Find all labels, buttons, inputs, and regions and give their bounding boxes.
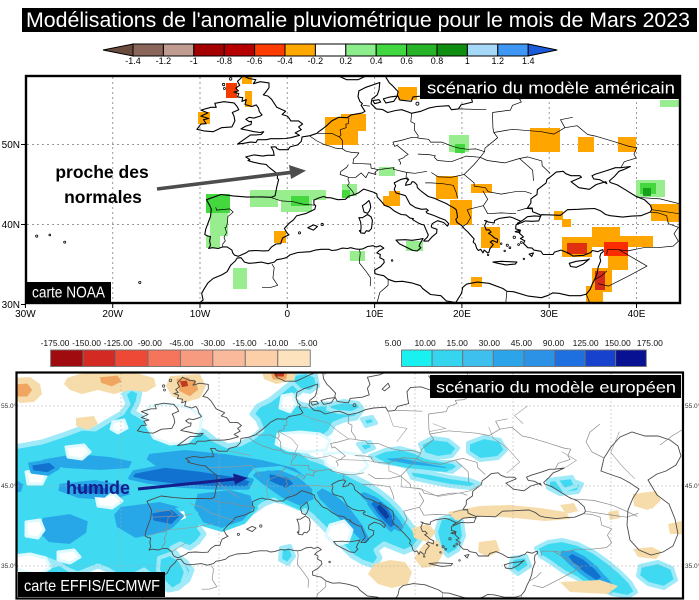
- svg-text:-125.00: -125.00: [104, 338, 133, 348]
- svg-text:-10.00: -10.00: [264, 338, 288, 348]
- svg-text:10W: 10W: [190, 309, 211, 320]
- svg-text:50N: 50N: [2, 140, 20, 151]
- svg-text:40N: 40N: [2, 220, 20, 231]
- svg-text:20E: 20E: [453, 309, 471, 320]
- svg-text:-175.00: -175.00: [41, 338, 70, 348]
- svg-text:-1: -1: [190, 56, 198, 66]
- svg-text:scénario du modèle américain: scénario du modèle américain: [427, 80, 675, 98]
- svg-text:-30.00: -30.00: [201, 338, 225, 348]
- svg-text:45.0°: 45.0°: [685, 482, 699, 490]
- svg-text:10.00: 10.00: [414, 338, 436, 348]
- svg-text:5.00: 5.00: [385, 338, 402, 348]
- svg-text:-1.2: -1.2: [156, 56, 172, 66]
- svg-text:55.0°: 55.0°: [685, 402, 699, 410]
- svg-text:10E: 10E: [366, 309, 384, 320]
- svg-text:40E: 40E: [628, 309, 646, 320]
- svg-text:45.00: 45.00: [511, 338, 533, 348]
- svg-text:0.2: 0.2: [340, 56, 353, 66]
- svg-text:carte NOAA: carte NOAA: [32, 285, 106, 302]
- svg-text:1.2: 1.2: [492, 56, 505, 66]
- svg-text:150.00: 150.00: [605, 338, 631, 348]
- svg-text:0.6: 0.6: [400, 56, 413, 66]
- svg-text:15.00: 15.00: [447, 338, 469, 348]
- svg-text:humide: humide: [66, 478, 130, 498]
- svg-text:1: 1: [465, 56, 470, 66]
- svg-text:-1.4: -1.4: [125, 56, 141, 66]
- svg-text:Modélisations de l'anomalie pl: Modélisations de l'anomalie pluviométriq…: [26, 9, 690, 32]
- svg-text:carte EFFIS/ECMWF: carte EFFIS/ECMWF: [24, 578, 160, 595]
- svg-text:0.8: 0.8: [431, 56, 444, 66]
- svg-text:-45.00: -45.00: [169, 338, 193, 348]
- svg-text:125.00: 125.00: [573, 338, 599, 348]
- svg-text:30N: 30N: [2, 300, 20, 311]
- svg-text:0: 0: [285, 309, 291, 320]
- svg-text:20W: 20W: [102, 309, 123, 320]
- svg-text:35.0°: 35.0°: [1, 562, 17, 570]
- svg-text:45.0°: 45.0°: [1, 482, 17, 490]
- svg-text:90.00: 90.00: [543, 338, 565, 348]
- svg-text:-90.00: -90.00: [138, 338, 162, 348]
- svg-text:175.00: 175.00: [637, 338, 663, 348]
- svg-text:-15.00: -15.00: [233, 338, 257, 348]
- svg-text:0.4: 0.4: [370, 56, 383, 66]
- svg-text:30E: 30E: [540, 309, 558, 320]
- svg-text:35.0°: 35.0°: [685, 562, 699, 570]
- svg-text:30.00: 30.00: [479, 338, 501, 348]
- svg-text:-150.00: -150.00: [72, 338, 101, 348]
- svg-text:-0.8: -0.8: [216, 56, 232, 66]
- svg-text:55.0°: 55.0°: [1, 402, 17, 410]
- svg-text:-0.2: -0.2: [308, 56, 324, 66]
- svg-text:proche des: proche des: [55, 162, 149, 182]
- svg-text:scénario du modèle européen: scénario du modèle européen: [436, 380, 676, 397]
- svg-text:1.4: 1.4: [522, 56, 535, 66]
- svg-text:-0.6: -0.6: [247, 56, 263, 66]
- svg-text:-5.00: -5.00: [298, 338, 318, 348]
- svg-text:normales: normales: [64, 187, 142, 207]
- svg-text:30W: 30W: [15, 309, 36, 320]
- svg-text:-0.4: -0.4: [277, 56, 293, 66]
